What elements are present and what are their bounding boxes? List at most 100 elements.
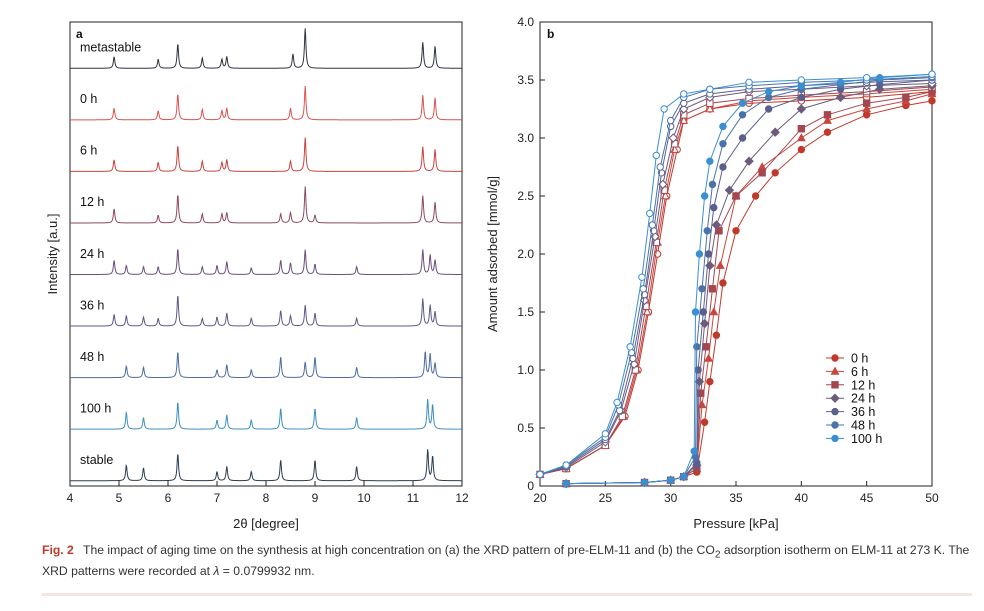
adsorption-point xyxy=(715,260,725,269)
adsorption-point xyxy=(771,169,779,177)
xrd-x-tick-label: 10 xyxy=(357,491,371,505)
figure-caption: Fig. 2 The impact of aging time on the s… xyxy=(42,542,972,580)
xrd-trace-label: 0 h xyxy=(80,92,97,106)
isotherm-y-tick-label: 0 xyxy=(527,479,534,493)
desorption-point xyxy=(797,76,806,84)
adsorption-point xyxy=(862,99,871,107)
legend-label: 48 h xyxy=(851,419,875,433)
xrd-trace-line xyxy=(70,28,462,69)
xrd-trace: 100 h xyxy=(70,398,462,430)
adsorption-point xyxy=(719,140,727,148)
adsorption-point xyxy=(724,185,735,195)
desorption-point xyxy=(648,221,657,229)
adsorption-point xyxy=(764,87,773,96)
xrd-plot-frame xyxy=(69,21,463,487)
xrd-trace-line xyxy=(70,398,462,430)
adsorption-point xyxy=(702,343,710,351)
adsorption-point xyxy=(751,192,760,200)
adsorption-point xyxy=(831,421,839,429)
legend-entry: 6 h xyxy=(826,365,868,379)
xrd-trace: 48 h xyxy=(70,350,462,379)
isotherm-panel: b 20 25 30 35 40 45 50 0 0.5 1.0 1.5 2.0 2.5 3.0 3.5 4.… xyxy=(485,15,939,531)
adsorption-point xyxy=(796,104,807,114)
adsorption-point xyxy=(797,125,806,133)
adsorption-point xyxy=(706,157,714,165)
isotherm-y-tick-label: 4.0 xyxy=(517,15,534,29)
xrd-trace-line xyxy=(70,351,462,379)
xrd-trace-label: stable xyxy=(80,453,113,467)
xrd-trace: stable xyxy=(70,449,462,482)
adsorption-point xyxy=(732,227,740,235)
adsorption-point xyxy=(738,99,747,107)
legend-label: 12 h xyxy=(851,378,875,392)
adsorption-point xyxy=(709,307,719,316)
legend-entry: 12 h xyxy=(826,378,875,392)
desorption-point xyxy=(613,398,621,407)
adsorption-point xyxy=(823,115,832,124)
adsorption-line xyxy=(566,85,933,485)
xrd-trace: 0 h xyxy=(70,85,462,121)
isotherm-x-tick-label: 45 xyxy=(860,491,874,505)
adsorption-line xyxy=(566,79,933,485)
caption-divider xyxy=(42,593,972,596)
xrd-trace-line xyxy=(70,296,462,327)
isotherm-x-tick-label: 20 xyxy=(533,491,547,505)
adsorption-point xyxy=(640,478,649,487)
isotherm-x-tick-label: 25 xyxy=(599,491,613,505)
desorption-point xyxy=(638,273,646,281)
adsorption-point xyxy=(704,353,714,362)
adsorption-point xyxy=(757,162,767,171)
adsorption-point xyxy=(862,104,872,113)
adsorption-point xyxy=(732,192,740,200)
adsorption-point xyxy=(758,169,766,177)
desorption-point xyxy=(639,285,647,293)
adsorption-point xyxy=(823,128,832,136)
isotherm-x-tick-label: 50 xyxy=(925,491,939,505)
adsorption-point xyxy=(712,331,721,339)
xrd-trace-label: 100 h xyxy=(80,401,111,415)
xrd-trace: 24 h xyxy=(70,247,462,275)
legend-entry: 24 h xyxy=(826,392,875,406)
isotherm-series-group xyxy=(536,83,936,488)
xrd-traces: metastable 0 h 6 h 12 h 24 h 36 h 48 h 100 h sta… xyxy=(70,28,462,482)
adsorption-point xyxy=(830,393,840,403)
adsorption-point xyxy=(831,407,839,416)
adsorption-point xyxy=(562,479,570,488)
xrd-trace: 36 h xyxy=(70,296,462,327)
xrd-x-ticks: 4 5 6 7 8 9 10 11 12 xyxy=(67,481,469,505)
legend-entry: 0 h xyxy=(826,352,868,366)
adsorption-point xyxy=(704,250,713,258)
xrd-x-tick-label: 11 xyxy=(407,491,420,505)
adsorption-line xyxy=(566,91,933,485)
adsorption-point xyxy=(823,111,832,119)
legend-label: 100 h xyxy=(851,432,882,446)
adsorption-point xyxy=(902,93,910,102)
xrd-x-tick-label: 5 xyxy=(116,491,123,505)
legend-entry: 48 h xyxy=(826,419,875,433)
adsorption-point xyxy=(708,285,717,293)
legend-label: 36 h xyxy=(851,405,875,419)
desorption-point xyxy=(626,343,634,351)
adsorption-point xyxy=(710,203,718,212)
isotherm-ticks: 20 25 30 35 40 45 50 0 0.5 1.0 1.5 2.0 2.5 3.0 3.5 4.0 xyxy=(517,15,939,505)
xrd-trace-label: 36 h xyxy=(80,298,104,312)
desorption-point xyxy=(660,105,668,113)
figure-caption-text: The impact of aging time on the synthesi… xyxy=(42,543,970,579)
adsorption-point xyxy=(690,447,698,455)
xrd-trace-label: 6 h xyxy=(80,144,97,158)
adsorption-point xyxy=(719,122,727,131)
figure-label: Fig. 2 xyxy=(42,543,74,557)
adsorption-point xyxy=(835,92,846,103)
xrd-y-axis-title: Intensity [a.u.] xyxy=(45,214,60,295)
isotherm-x-tick-label: 35 xyxy=(729,491,743,505)
adsorption-point xyxy=(700,192,709,200)
desorption-point xyxy=(646,209,654,218)
isotherm-panel-letter: b xyxy=(547,27,554,41)
isotherm-series xyxy=(535,70,937,489)
desorption-point xyxy=(652,151,660,160)
xrd-trace-label: 48 h xyxy=(80,350,104,364)
adsorption-point xyxy=(738,134,747,142)
adsorption-point xyxy=(830,366,840,375)
adsorption-point xyxy=(699,308,708,316)
